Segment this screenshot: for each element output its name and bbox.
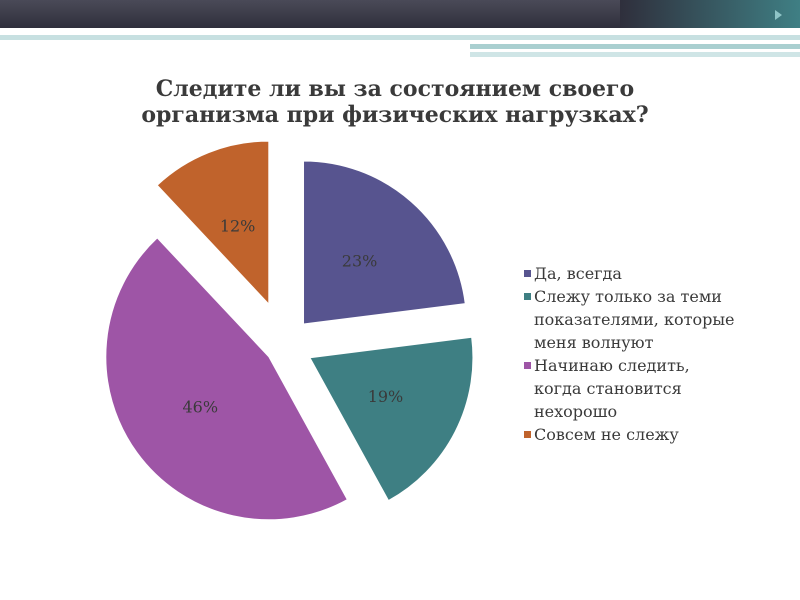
legend-label-line: меня волнуют [534,333,654,352]
legend-item: Слежу только за теми показателями, которы… [518,285,788,354]
slice-data-label: 12% [220,216,256,235]
pie-slice [105,237,349,521]
pie-slice [303,160,466,325]
legend-label-line: Совсем не слежу [534,425,679,444]
legend-item: Совсем не слежу [518,423,788,446]
slide-header-bar [0,0,800,28]
slice-data-label: 46% [182,398,218,417]
triangle-icon [775,10,782,20]
legend-label-line: Слежу только за теми [534,287,722,306]
legend-label-line: Начинаю следить, [534,356,690,375]
legend-item: Да, всегда [518,262,788,285]
pie-slice [309,336,474,502]
pie-slice [156,140,270,306]
legend-label-line: показателями, которые [534,310,735,329]
legend-swatch [524,270,531,277]
chart-legend: Да, всегда Слежу только за теми показателя… [518,262,788,446]
decor-stripe [470,52,800,57]
header-teal-gradient [620,0,800,28]
decor-stripe [0,35,800,40]
decor-stripe [470,44,800,49]
legend-swatch [524,362,531,369]
legend-swatch [524,431,531,438]
chart-title-line: организма при физических нагрузках? [141,102,649,128]
slice-data-label: 23% [342,251,378,270]
legend-label-line: Да, всегда [534,264,622,283]
legend-label-line: когда становится [534,379,682,398]
legend-swatch [524,293,531,300]
legend-label-line: нехорошо [534,402,618,421]
slice-data-label: 19% [368,387,404,406]
legend-item: Начинаю следить, когда становится нехорошо [518,354,788,423]
chart-title-line: Следите ли вы за состоянием своего [155,76,635,102]
chart-title: Следите ли вы за состоянием своего орган… [100,76,690,128]
